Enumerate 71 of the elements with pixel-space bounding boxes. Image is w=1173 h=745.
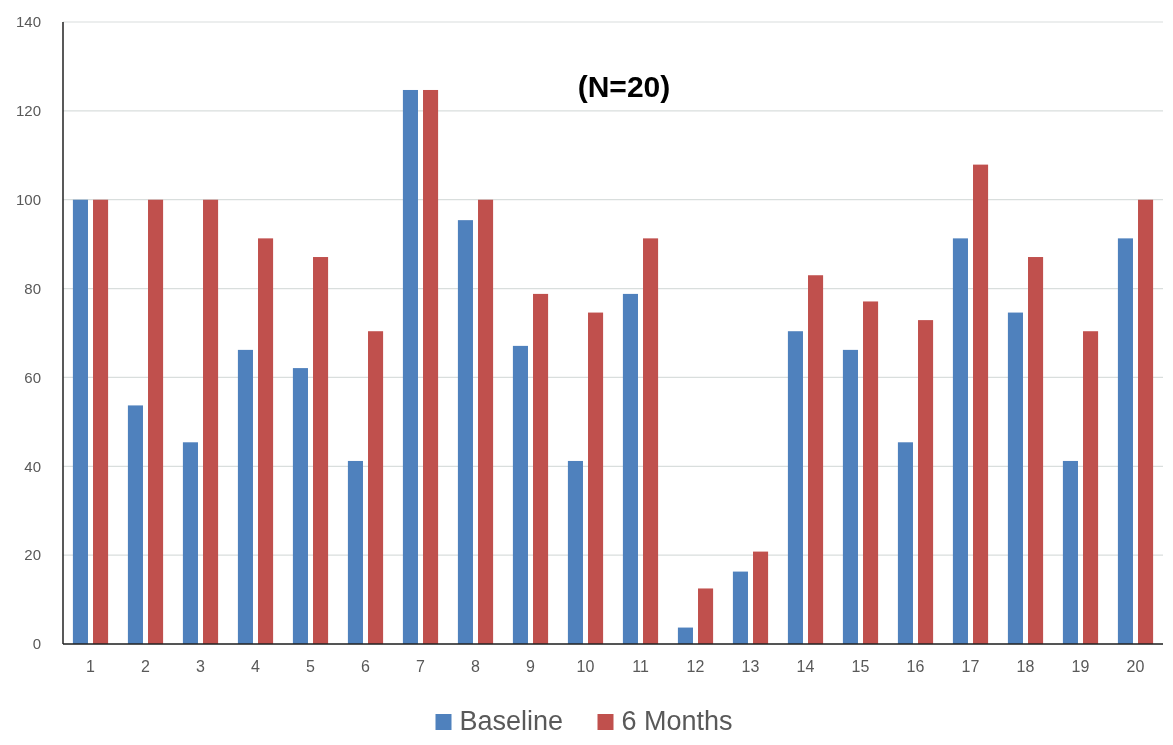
x-tick-label: 15 (851, 657, 870, 675)
y-tick-label: 100 (15, 190, 41, 208)
x-tick-label: 1 (86, 657, 96, 675)
bar (863, 301, 879, 644)
x-tick-label: 17 (961, 657, 980, 675)
bar (753, 551, 769, 644)
x-tick-label: 2 (141, 657, 151, 675)
bar (952, 238, 968, 644)
y-tick-label: 140 (15, 13, 41, 31)
bar (567, 460, 583, 644)
bar (1138, 199, 1154, 644)
bar (808, 275, 824, 644)
bar (127, 405, 143, 644)
bar (732, 571, 748, 644)
bar (512, 345, 528, 644)
bar (1028, 257, 1044, 644)
x-tick-label: 12 (686, 657, 705, 675)
y-tick-label: 0 (32, 635, 41, 653)
x-tick-label: 18 (1016, 657, 1035, 675)
y-tick-label: 40 (24, 457, 41, 475)
bar (1083, 331, 1099, 644)
y-tick-label: 80 (24, 279, 41, 297)
x-tick-label: 6 (361, 657, 371, 675)
x-tick-label: 14 (796, 657, 815, 675)
bar (182, 442, 198, 644)
y-tick-label: 20 (24, 546, 41, 564)
bar (93, 199, 109, 644)
bar (203, 199, 219, 644)
bar (533, 293, 549, 644)
bar (402, 89, 418, 644)
legend-label: 6 Months (621, 706, 733, 736)
bar (1117, 238, 1133, 644)
bar (588, 312, 604, 644)
x-tick-label: 5 (306, 657, 316, 675)
x-tick-label: 3 (196, 657, 206, 675)
bar (368, 331, 384, 644)
y-tick-label: 60 (24, 368, 41, 386)
x-tick-label: 16 (906, 657, 925, 675)
bar (292, 368, 308, 644)
bar (918, 320, 934, 644)
bar (258, 238, 274, 644)
bar (677, 627, 693, 644)
bar (787, 331, 803, 644)
bar (423, 89, 439, 644)
bar (897, 442, 913, 644)
bar (973, 164, 989, 644)
bar (842, 349, 858, 644)
x-tick-label: 20 (1126, 657, 1145, 675)
bar (237, 349, 253, 644)
bar (1062, 460, 1078, 644)
bar (457, 220, 473, 644)
x-tick-label: 13 (741, 657, 760, 675)
bar (347, 460, 363, 644)
bar (698, 588, 714, 644)
bar (643, 238, 659, 644)
bar (478, 199, 494, 644)
x-tick-label: 7 (416, 657, 426, 675)
x-tick-label: 11 (632, 657, 649, 675)
bar (622, 293, 638, 644)
x-tick-label: 9 (526, 657, 536, 675)
bar (313, 257, 329, 644)
x-tick-label: 19 (1071, 657, 1090, 675)
bar (148, 199, 164, 644)
legend-label: Baseline (459, 706, 564, 736)
x-tick-label: 4 (251, 657, 261, 675)
x-tick-label: 8 (471, 657, 481, 675)
text: (N=20) (577, 69, 671, 103)
bar (72, 199, 88, 644)
y-tick-label: 120 (15, 102, 41, 120)
bar (1007, 312, 1023, 644)
x-tick-label: 10 (576, 657, 595, 675)
